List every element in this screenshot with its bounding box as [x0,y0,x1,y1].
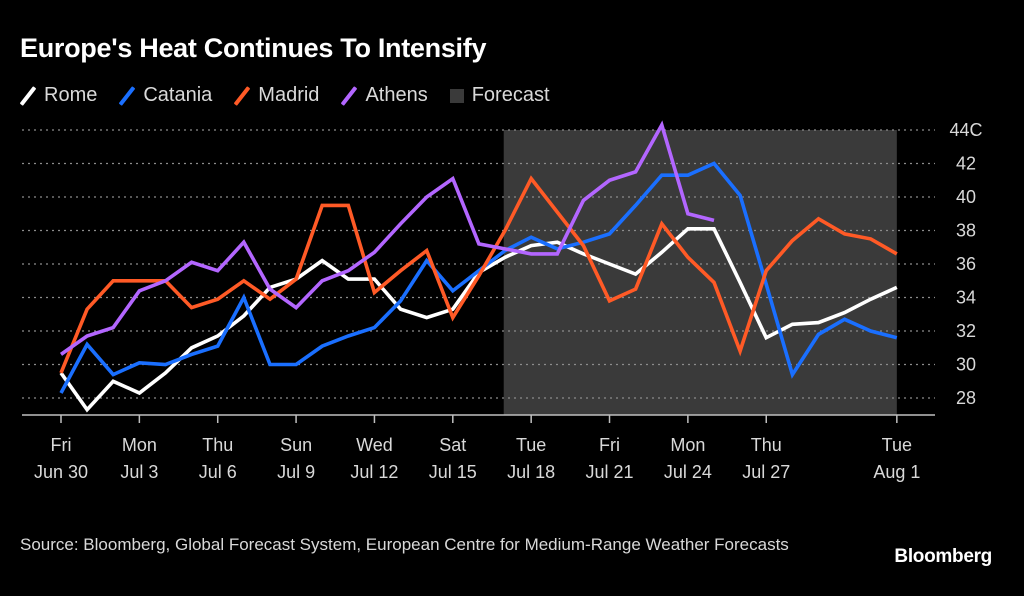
x-tick-label-date: Jul 3 [120,462,158,482]
x-tick-label-date: Jul 18 [507,462,555,482]
x-tick-label-date: Jun 30 [34,462,88,482]
legend-label: Athens [365,84,428,106]
x-tick-label-day: Fri [599,435,620,455]
x-tick-label-day: Tue [516,435,546,455]
legend-label: Rome [44,84,98,106]
legend-item-rome: Rome [20,84,97,107]
series-line-athens [59,120,715,356]
bloomberg-logo: Bloomberg [894,546,992,567]
x-tick-label-date: Jul 12 [350,462,398,482]
x-tick-label-day: Fri [51,435,72,455]
x-tick-label-day: Thu [751,435,782,455]
chart-title: Europe's Heat Continues To Intensify [20,33,487,63]
legend-box-icon [449,88,464,103]
y-tick-label: 30 [956,355,976,375]
x-tick-label-date: Aug 1 [873,462,920,482]
legend-label: Forecast [471,84,550,106]
y-tick-label: 38 [956,221,976,241]
x-tick-label-day: Thu [202,435,233,455]
legend-item-forecast: Forecast [449,84,550,107]
y-tick-label: 28 [956,388,976,408]
legend-item-madrid: Madrid [234,84,319,107]
series-line-madrid [59,175,898,374]
x-tick-label-day: Mon [122,435,157,455]
legend-label: Catania [143,84,213,106]
x-tick-label-day: Wed [356,435,393,455]
y-tick-label: 44C [949,120,982,140]
legend-item-catania: Catania [119,84,212,107]
source-note: Source: Bloomberg, Global Forecast Syste… [20,535,789,554]
series-line-catania [59,161,898,394]
legend-label: Madrid [258,84,320,106]
x-tick-label-day: Sat [439,435,466,455]
y-tick-label: 34 [956,288,976,308]
x-tick-label-day: Mon [670,435,705,455]
y-tick-label: 42 [956,154,976,174]
forecast-region [503,130,897,415]
x-tick-label-date: Jul 27 [742,462,790,482]
x-tick-label-day: Sun [280,435,312,455]
x-tick-label-date: Jul 6 [199,462,237,482]
x-tick-label-day: Tue [882,435,912,455]
y-tick-label: 32 [956,321,976,341]
x-tick-label-date: Jul 15 [429,462,477,482]
legend-item-athens: Athens [341,84,427,107]
legend: Rome Catania Madrid Athens Forecast [20,84,572,107]
x-tick-label-date: Jul 9 [277,462,315,482]
y-tick-label: 36 [956,254,976,274]
x-tick-label-date: Jul 24 [664,462,712,482]
x-tick-label-date: Jul 21 [585,462,633,482]
y-tick-label: 40 [956,187,976,207]
